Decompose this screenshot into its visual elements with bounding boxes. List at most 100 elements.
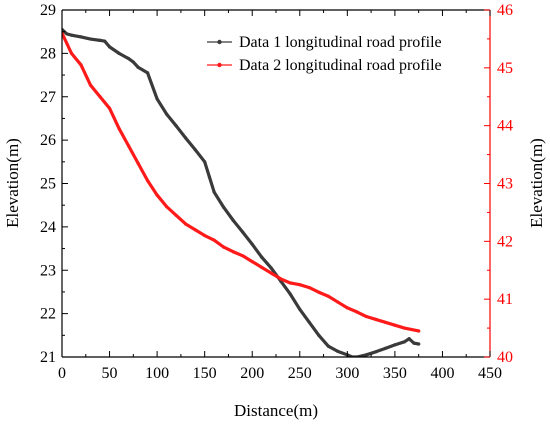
y-right-tick-label: 40 bbox=[497, 349, 513, 366]
legend-label: Data 2 longitudinal road profile bbox=[239, 57, 442, 74]
series-layer bbox=[62, 27, 421, 357]
y-right-tick-label: 46 bbox=[497, 2, 513, 19]
series-1-point bbox=[155, 97, 159, 101]
series-1-point bbox=[241, 230, 245, 234]
series-1-point bbox=[165, 112, 169, 116]
series-2-point bbox=[165, 205, 169, 209]
series-1-point bbox=[131, 60, 135, 64]
series-2-point bbox=[336, 300, 340, 304]
series-1-point bbox=[222, 205, 226, 209]
series-2-point bbox=[79, 63, 83, 67]
series-2-point bbox=[155, 193, 159, 197]
x-tick-label: 50 bbox=[102, 365, 118, 382]
series-1-point bbox=[393, 343, 397, 347]
series-1-point bbox=[336, 349, 340, 353]
series-2-point bbox=[417, 329, 421, 333]
series-2-point bbox=[345, 306, 349, 310]
axes-layer: 0 50 100 150 200 250 300 350 400 450 21 22 23 24 25 26 2… bbox=[40, 2, 513, 382]
y-right-tick-label: 43 bbox=[497, 176, 513, 193]
y-left-tick-label: 21 bbox=[40, 349, 56, 366]
y-left-tick-label: 27 bbox=[40, 89, 56, 106]
series-2-point bbox=[184, 222, 188, 226]
x-tick-label: 400 bbox=[430, 365, 454, 382]
series-2-point bbox=[326, 294, 330, 298]
series-1-point bbox=[269, 266, 273, 270]
y-right-tick-label: 42 bbox=[497, 233, 513, 250]
series-2-point bbox=[126, 144, 131, 148]
series-1-point bbox=[69, 33, 74, 37]
x-tick-label: 300 bbox=[335, 365, 359, 382]
series-1-point bbox=[307, 320, 311, 324]
series-2-point bbox=[307, 286, 311, 290]
series-2-point bbox=[279, 277, 283, 281]
series-1-point bbox=[364, 353, 368, 357]
series-2-point bbox=[355, 310, 359, 314]
y-left-tick-label: 29 bbox=[40, 2, 56, 19]
series-2-point bbox=[317, 290, 321, 294]
series-2-point bbox=[288, 281, 292, 285]
series-1-point bbox=[146, 71, 150, 75]
series-1-point bbox=[250, 242, 254, 246]
series-1-point bbox=[260, 255, 264, 259]
series-2-point bbox=[383, 320, 387, 324]
legend-swatch-marker bbox=[217, 39, 222, 45]
x-tick-label: 0 bbox=[58, 365, 66, 382]
series-2-point bbox=[231, 250, 235, 254]
series-2-point bbox=[107, 106, 112, 110]
series-2-point bbox=[260, 265, 264, 269]
y-right-tick-label: 45 bbox=[497, 60, 513, 77]
series-1-line bbox=[62, 27, 421, 357]
legend-swatch-marker bbox=[217, 62, 222, 68]
y-left-tick-label: 22 bbox=[40, 306, 56, 323]
series-2-point bbox=[117, 126, 121, 131]
x-tick-label: 250 bbox=[288, 365, 312, 382]
y-left-tick-label: 25 bbox=[40, 176, 56, 193]
y-axis-left-title: Elevation(m) bbox=[3, 138, 22, 228]
series-1-point bbox=[174, 124, 178, 128]
series-2-point bbox=[174, 213, 178, 217]
series-1-point bbox=[317, 333, 321, 337]
series-2-point bbox=[136, 161, 140, 165]
series-2-point bbox=[193, 228, 197, 232]
y-right-tick-label: 44 bbox=[497, 118, 513, 135]
series-1-point bbox=[417, 342, 421, 346]
x-tick-label: 350 bbox=[383, 365, 407, 382]
x-tick-label: 200 bbox=[240, 365, 264, 382]
series-2-point bbox=[364, 314, 368, 319]
series-2-point bbox=[203, 233, 207, 238]
series-2-point bbox=[212, 238, 216, 242]
series-1-point bbox=[203, 160, 207, 164]
series-2-point bbox=[402, 326, 406, 330]
series-1-point bbox=[298, 307, 302, 311]
series-2-point bbox=[222, 245, 226, 249]
series-2-point bbox=[88, 83, 93, 87]
y-left-tick-label: 23 bbox=[40, 262, 56, 279]
series-1-point bbox=[107, 45, 112, 49]
series-2-point bbox=[146, 179, 150, 183]
series-1-point bbox=[126, 56, 131, 61]
series-2-point bbox=[69, 51, 74, 55]
series-1-point bbox=[383, 346, 387, 350]
x-tick-label: 150 bbox=[193, 365, 217, 382]
series-1-point bbox=[184, 136, 188, 140]
series-1-point bbox=[374, 350, 378, 354]
series-1-point bbox=[65, 32, 69, 36]
series-1-point bbox=[79, 35, 83, 39]
x-tick-label: 100 bbox=[145, 365, 169, 382]
series-2-point bbox=[98, 95, 102, 99]
series-2-point bbox=[393, 323, 397, 327]
series-2-point bbox=[241, 254, 245, 258]
legend-label: Data 1 longitudinal road profile bbox=[239, 34, 442, 51]
series-2-line bbox=[62, 31, 421, 333]
series-2-point bbox=[374, 317, 378, 322]
series-1-point bbox=[231, 218, 235, 222]
series-1-point bbox=[136, 65, 140, 69]
series-1-point bbox=[103, 39, 107, 43]
series-1-point bbox=[407, 337, 411, 341]
y-right-tick-label: 41 bbox=[497, 291, 513, 308]
series-2-point bbox=[250, 259, 254, 264]
series-2-point bbox=[298, 283, 302, 287]
series-1-point bbox=[88, 37, 93, 41]
y-left-tick-label: 24 bbox=[40, 219, 56, 236]
